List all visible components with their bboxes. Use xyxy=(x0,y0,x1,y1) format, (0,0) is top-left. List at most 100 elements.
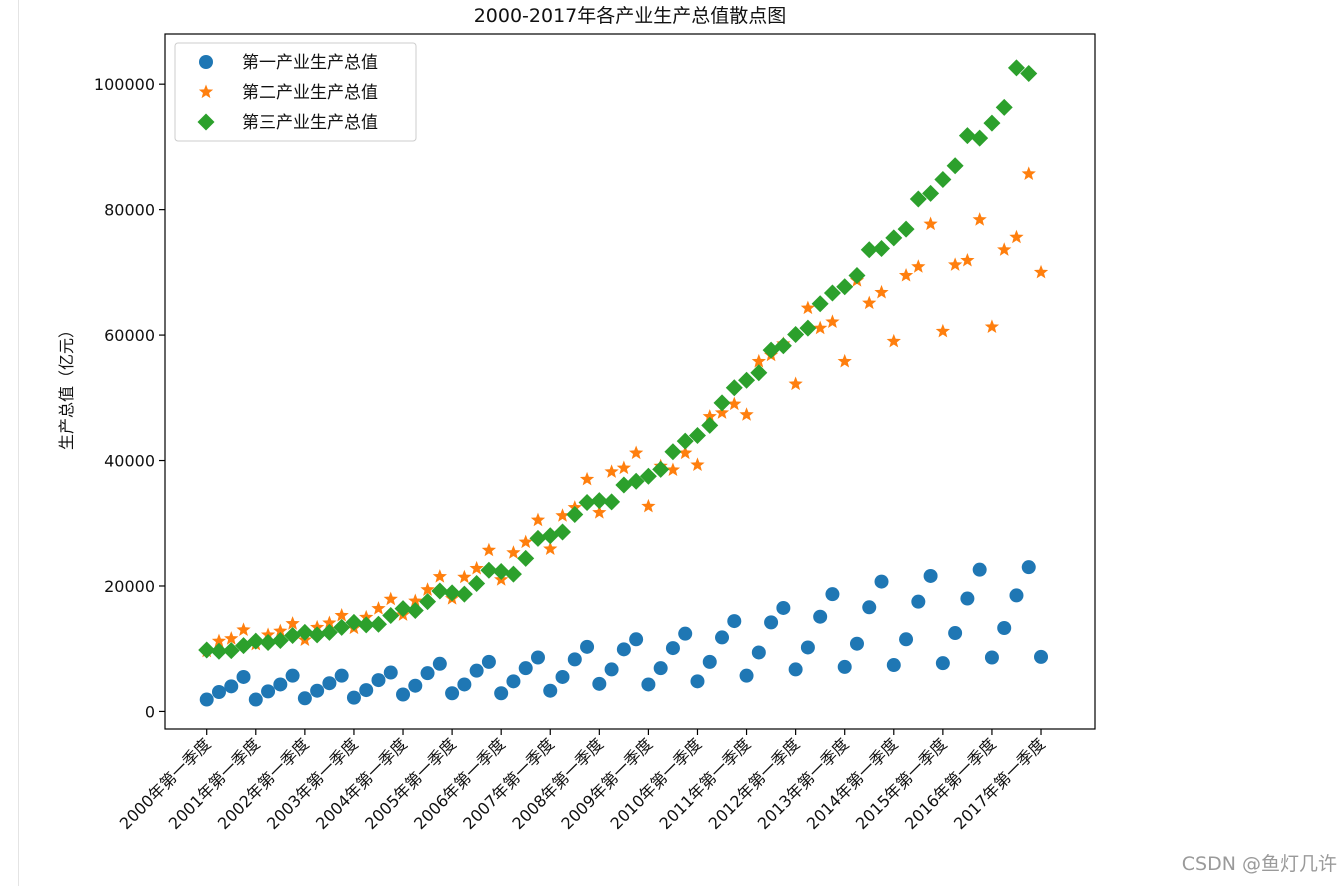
data-point xyxy=(469,560,484,575)
legend-entry: 第一产业生产总值 xyxy=(199,53,378,73)
data-point xyxy=(259,633,277,651)
data-point xyxy=(579,471,595,486)
legend-label: 第二产业生产总值 xyxy=(242,83,378,103)
data-point xyxy=(431,582,449,600)
data-point xyxy=(248,692,263,707)
data-point xyxy=(285,616,300,630)
data-point xyxy=(922,184,940,202)
data-point xyxy=(211,633,227,648)
data-point xyxy=(198,641,216,659)
data-point xyxy=(541,527,559,545)
data-point xyxy=(788,376,803,391)
data-point xyxy=(369,615,387,633)
data-point xyxy=(750,364,768,382)
data-point xyxy=(334,607,349,622)
data-point xyxy=(322,676,337,691)
data-point xyxy=(911,594,926,609)
data-point xyxy=(725,379,743,397)
data-point xyxy=(946,157,964,175)
series-1 xyxy=(199,560,1049,707)
data-point xyxy=(506,545,521,559)
data-point xyxy=(909,190,927,208)
data-point xyxy=(261,684,276,699)
data-point xyxy=(604,662,619,677)
data-point xyxy=(494,686,509,701)
data-point xyxy=(641,498,656,513)
data-point xyxy=(224,631,239,645)
data-point xyxy=(836,278,854,296)
data-point xyxy=(897,220,915,238)
data-point xyxy=(739,668,754,683)
data-point xyxy=(751,353,766,368)
legend-label: 第一产业生产总值 xyxy=(242,53,378,73)
data-point xyxy=(898,267,914,282)
data-point xyxy=(210,642,228,660)
data-point xyxy=(899,632,914,647)
data-point xyxy=(357,616,375,634)
data-point xyxy=(727,614,742,629)
data-point xyxy=(396,687,411,702)
data-point xyxy=(972,562,987,577)
data-point xyxy=(567,652,582,667)
data-point xyxy=(676,432,694,450)
data-point xyxy=(333,618,351,636)
y-axis-label: 生产总值（亿元） xyxy=(57,322,76,450)
data-point xyxy=(641,677,656,692)
data-point xyxy=(481,542,497,557)
y-tick-label: 80000 xyxy=(104,201,155,220)
data-point xyxy=(504,565,522,583)
x-tick-label: 2017年第一季度 xyxy=(950,734,1049,833)
data-point xyxy=(665,641,680,656)
data-point xyxy=(873,240,891,258)
data-point xyxy=(971,129,989,147)
data-point xyxy=(874,574,889,589)
data-point xyxy=(604,464,619,478)
data-point xyxy=(592,505,607,519)
data-point xyxy=(690,674,705,689)
data-point xyxy=(592,676,607,691)
data-point xyxy=(960,591,975,606)
data-point xyxy=(727,396,742,411)
data-point xyxy=(688,426,706,444)
data-point xyxy=(862,600,877,615)
data-point xyxy=(958,127,976,145)
data-point xyxy=(862,295,877,310)
data-point xyxy=(1007,59,1025,77)
data-point xyxy=(923,568,938,583)
data-point xyxy=(382,606,400,624)
data-point xyxy=(787,325,805,343)
data-point xyxy=(543,683,558,698)
data-point xyxy=(211,684,226,699)
data-point xyxy=(713,394,731,412)
data-point xyxy=(284,627,302,645)
data-point xyxy=(800,300,816,315)
data-point xyxy=(984,650,999,665)
data-point xyxy=(690,457,705,471)
data-point xyxy=(848,266,866,284)
y-tick-label: 100000 xyxy=(94,75,155,94)
data-marks xyxy=(198,59,1049,707)
data-point xyxy=(236,622,251,636)
y-tick-label: 0 xyxy=(145,702,155,721)
data-point xyxy=(837,659,852,674)
data-point xyxy=(629,445,644,460)
data-point xyxy=(371,673,386,688)
data-point xyxy=(468,574,486,592)
data-point xyxy=(652,460,670,478)
series-3 xyxy=(198,59,1038,660)
data-point xyxy=(554,523,572,541)
notebook-gutter-rule xyxy=(18,0,19,886)
data-point xyxy=(236,669,251,684)
data-point xyxy=(1034,649,1049,664)
legend-entry: 第二产业生产总值 xyxy=(198,83,378,103)
data-point xyxy=(616,460,631,475)
data-point xyxy=(800,640,815,655)
data-point xyxy=(455,585,473,603)
data-point xyxy=(320,623,338,641)
data-point xyxy=(419,593,437,611)
data-point xyxy=(603,493,621,511)
series-2 xyxy=(199,166,1049,658)
data-point xyxy=(543,541,558,556)
data-point xyxy=(566,505,584,523)
